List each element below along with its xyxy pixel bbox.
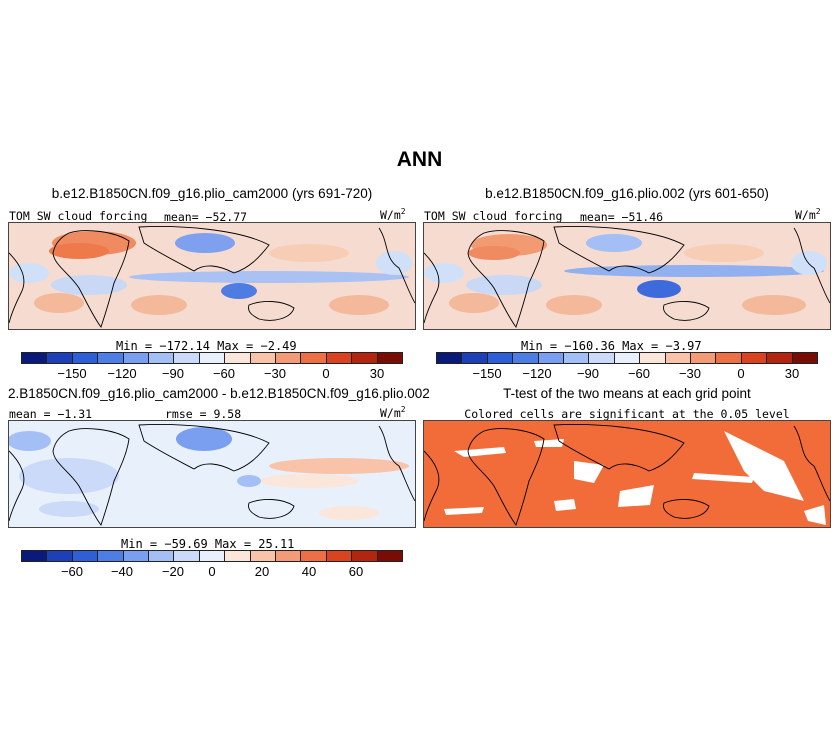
colorbar-swatch — [716, 353, 742, 363]
colorbar-swatch — [741, 353, 768, 363]
colorbar-swatch — [250, 353, 277, 363]
panel-1-title: b.e12.B1850CN.f09_g16.plio_cam2000 (yrs … — [51, 186, 373, 201]
colorbar-tick-label: −150 — [472, 366, 502, 381]
colorbar-swatch — [326, 551, 353, 561]
colorbar-tick-label: −120 — [107, 366, 137, 381]
colorbar-tick-label: 60 — [348, 564, 364, 579]
colorbar-tick-label: 30 — [784, 366, 800, 381]
panel-3-units-label: W/m2 — [380, 405, 406, 420]
colorbar-tick-label: 40 — [301, 564, 317, 579]
panel-3-colorbar — [21, 550, 403, 562]
colorbar-tick-label: −20 — [161, 564, 185, 579]
colorbar-swatch — [276, 353, 302, 363]
colorbar-swatch — [225, 551, 251, 561]
colorbar-swatch — [22, 353, 48, 363]
panel-3-minmax-label: Min = −59.69 Max = 25.11 — [121, 537, 295, 551]
colorbar-swatch — [352, 551, 378, 561]
colorbar-tick-label: −150 — [57, 366, 87, 381]
colorbar-swatch — [377, 551, 403, 561]
colorbar-swatch — [123, 353, 150, 363]
colorbar-tick-label: −60 — [60, 564, 84, 579]
panel-1-map — [8, 222, 416, 330]
panel-4-map — [423, 420, 831, 528]
colorbar-swatch — [123, 551, 150, 561]
colorbar-swatch — [589, 353, 615, 363]
colorbar-tick-label: −30 — [263, 366, 287, 381]
colorbar-swatch — [301, 353, 327, 363]
colorbar-swatch — [98, 353, 124, 363]
colorbar-swatch — [72, 551, 99, 561]
colorbar-tick-label: 0 — [322, 366, 330, 381]
colorbar-tick-label: −40 — [110, 564, 134, 579]
colorbar-swatch — [538, 353, 565, 363]
panel-1-colorbar — [21, 352, 403, 364]
colorbar-swatch — [352, 353, 378, 363]
colorbar-swatch — [149, 353, 175, 363]
colorbar-swatch — [174, 551, 200, 561]
panel-1-minmax-label: Min = −172.14 Max = −2.49 — [116, 339, 297, 353]
colorbar-swatch — [513, 353, 539, 363]
colorbar-tick-label: −30 — [678, 366, 702, 381]
colorbar-swatch — [199, 551, 226, 561]
colorbar-swatch — [47, 551, 73, 561]
colorbar-tick-label: 20 — [254, 564, 270, 579]
figure-title: ANN — [396, 148, 443, 171]
panel-3-mean-label: mean = −1.31 — [9, 407, 93, 421]
colorbar-swatch — [149, 551, 175, 561]
panel-1-units-label: W/m2 — [380, 207, 406, 222]
colorbar-tick-label: −90 — [161, 366, 185, 381]
colorbar-swatch — [174, 353, 200, 363]
panel-2-units-label: W/m2 — [795, 207, 821, 222]
colorbar-tick-label: −60 — [627, 366, 651, 381]
colorbar-swatch — [487, 353, 514, 363]
colorbar-swatch — [564, 353, 590, 363]
colorbar-tick-label: 30 — [369, 366, 385, 381]
panel-3-rmse-label: rmse = 9.58 — [165, 407, 242, 421]
colorbar-swatch — [47, 353, 73, 363]
colorbar-tick-label: 0 — [208, 564, 216, 579]
colorbar-swatch — [326, 353, 353, 363]
panel-4-subtitle: Colored cells are significant at the 0.0… — [464, 407, 790, 421]
panel-2-mean-label: mean= −51.46 — [580, 210, 664, 224]
panel-2-variable-label: TOM SW cloud forcing — [424, 209, 563, 223]
colorbar-swatch — [250, 551, 277, 561]
panel-2-minmax-label: Min = −160.36 Max = −3.97 — [521, 339, 702, 353]
colorbar-swatch — [22, 551, 48, 561]
panel-3-title: 2.B1850CN.f09_g16.plio_cam2000 - b.e12.B… — [8, 386, 430, 401]
colorbar-swatch — [377, 353, 403, 363]
colorbar-tick-label: −60 — [212, 366, 236, 381]
colorbar-swatch — [691, 353, 717, 363]
colorbar-swatch — [301, 551, 327, 561]
colorbar-tick-label: −90 — [576, 366, 600, 381]
panel-2-map — [423, 222, 831, 330]
colorbar-swatch — [640, 353, 666, 363]
colorbar-swatch — [98, 551, 124, 561]
panel-1-variable-label: TOM SW cloud forcing — [9, 209, 148, 223]
colorbar-tick-label: 0 — [737, 366, 745, 381]
colorbar-swatch — [614, 353, 641, 363]
colorbar-swatch — [767, 353, 793, 363]
colorbar-swatch — [199, 353, 226, 363]
colorbar-tick-label: −120 — [522, 366, 552, 381]
colorbar-swatch — [665, 353, 692, 363]
colorbar-swatch — [276, 551, 302, 561]
colorbar-swatch — [225, 353, 251, 363]
panel-4-title: T-test of the two means at each grid poi… — [503, 386, 751, 401]
panel-2-title: b.e12.B1850CN.f09_g16.plio.002 (yrs 601-… — [485, 186, 769, 201]
colorbar-swatch — [437, 353, 463, 363]
panel-2-colorbar — [436, 352, 818, 364]
panel-3-map — [8, 420, 416, 528]
panel-1-mean-label: mean= −52.77 — [164, 210, 248, 224]
colorbar-swatch — [792, 353, 818, 363]
colorbar-swatch — [462, 353, 488, 363]
colorbar-swatch — [72, 353, 99, 363]
